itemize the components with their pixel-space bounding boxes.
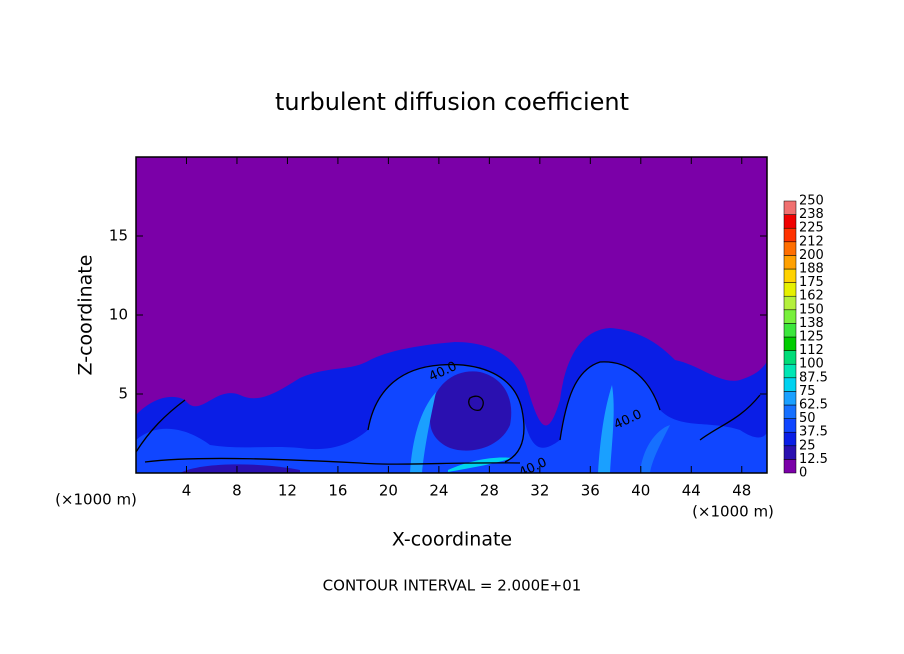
contour-line: [367, 363, 525, 463]
colorbar-label: 188: [799, 262, 824, 277]
contour-line: [136, 399, 186, 453]
colorbar-band: [783, 227, 797, 243]
y-tick-label: 15: [109, 227, 128, 245]
colorbar-band: [783, 350, 797, 365]
colorbar-label: 37.5: [799, 425, 828, 440]
colorbar-label: 175: [799, 275, 824, 290]
colorbar-label: 138: [799, 316, 824, 331]
colorbar-label: 200: [799, 248, 824, 263]
x-axis-label: X-coordinate: [392, 529, 512, 551]
colorbar-label: 25: [799, 438, 816, 453]
colorbar-label: 112: [799, 343, 824, 358]
colorbar-band: [783, 282, 797, 297]
colorbar-band: [783, 445, 797, 460]
x-tick-label: 4: [182, 482, 192, 500]
colorbar-label: 62.5: [799, 398, 828, 413]
colorbar-label: 238: [799, 207, 824, 222]
colorbar-label: 50: [799, 411, 816, 426]
x-tick-label: 28: [480, 482, 499, 500]
x-unit: (×1000 m): [692, 503, 774, 521]
colorbar-label: 87.5: [799, 370, 828, 385]
x-tick-label: 12: [278, 482, 297, 500]
x-tick-label: 16: [328, 482, 347, 500]
colorbar-band: [783, 200, 797, 215]
colorbar-band: [783, 214, 797, 229]
colorbar-label: 125: [799, 330, 824, 345]
colorbar-label: 162: [799, 289, 824, 304]
field-region: [448, 457, 512, 472]
colorbar-band: [783, 309, 797, 324]
colorbar-label: 250: [799, 194, 824, 209]
chart-title: turbulent diffusion coefficient: [275, 88, 629, 116]
field-region: [180, 464, 300, 473]
field-region: [430, 371, 512, 451]
colorbar-label: 0: [799, 466, 807, 481]
colorbar-label: 150: [799, 302, 824, 317]
y-axis-label: Z-coordinate: [75, 255, 97, 376]
colorbar-band: [783, 404, 797, 419]
x-tick-label: 32: [530, 482, 549, 500]
x-tick-label: 44: [682, 482, 701, 500]
colorbar-band: [783, 459, 797, 474]
field: 40.040.040.0: [136, 157, 767, 473]
colorbar-band: [783, 431, 797, 447]
colorbar-band: [783, 391, 797, 406]
colorbar-label: 225: [799, 221, 824, 236]
x-tick-label: 48: [732, 482, 751, 500]
colorbar-label: 12.5: [799, 452, 828, 467]
field-region: [410, 392, 436, 473]
colorbar-label: 212: [799, 234, 824, 249]
y-tick-label: 10: [109, 306, 128, 324]
contour-line: [699, 394, 761, 441]
contour-line: [144, 457, 521, 465]
x-tick-label: 24: [429, 482, 448, 500]
x-tick-label: 8: [232, 482, 242, 500]
colorbar-band: [783, 377, 797, 392]
colorbar-band: [783, 268, 797, 283]
y-unit: (×1000 m): [55, 491, 137, 509]
x-tick-label: 40: [631, 482, 650, 500]
x-tick-label: 20: [379, 482, 398, 500]
colorbar-band: [783, 255, 797, 270]
colorbar-band: [783, 363, 797, 379]
colorbar-band: [783, 323, 797, 338]
contour-line: [468, 395, 484, 411]
footer-note: CONTOUR INTERVAL = 2.000E+01: [323, 577, 582, 595]
contour-line: [559, 361, 661, 441]
colorbar-band: [783, 336, 797, 351]
colorbar-label: 75: [799, 384, 816, 399]
colorbar-band: [783, 295, 797, 311]
colorbar-label: 100: [799, 357, 824, 372]
colorbar-band: [783, 418, 797, 433]
x-tick-label: 36: [581, 482, 600, 500]
colorbar-band: [783, 241, 797, 256]
field-region: [640, 425, 670, 473]
field-region: [598, 385, 614, 473]
y-tick-label: 5: [118, 385, 128, 403]
